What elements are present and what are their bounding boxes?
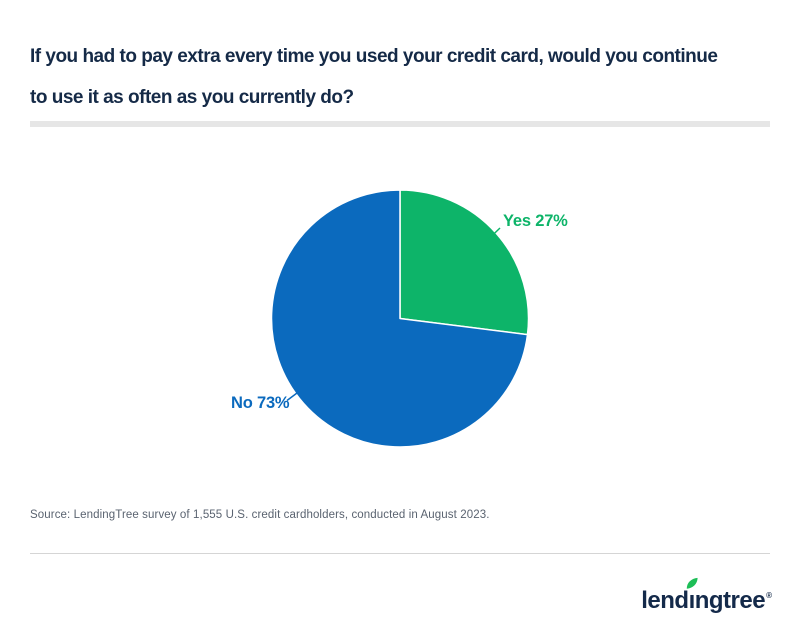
chart-title: If you had to pay extra every time you u…	[30, 36, 796, 118]
leaf-icon	[686, 577, 698, 589]
logo-text-i: ı	[688, 587, 696, 614]
logo-text-pre: lend	[641, 587, 689, 614]
logo-text-post: ngtree	[694, 587, 766, 614]
source-note: Source: LendingTree survey of 1,555 U.S.…	[30, 509, 490, 521]
lendingtree-logo: lendı ngtree®	[641, 577, 772, 614]
title-divider	[30, 121, 770, 127]
pie-slices-group	[270, 189, 530, 448]
pie-label-no: No 73%	[231, 394, 290, 412]
pie-slice-no	[270, 189, 529, 448]
chart-title-line-2: to use it as often as you currently do?	[30, 87, 354, 108]
registered-mark: ®	[766, 591, 772, 600]
pie-slice-yes	[399, 189, 530, 336]
yes-leader-line	[485, 227, 501, 242]
footer-divider	[30, 553, 770, 554]
pie-label-yes: Yes 27%	[503, 212, 568, 230]
pie-chart-svg	[270, 189, 530, 448]
no-leader-line	[286, 390, 311, 405]
logo-i-slot: ı	[686, 577, 698, 614]
chart-title-line-1: If you had to pay extra every time you u…	[30, 46, 718, 67]
